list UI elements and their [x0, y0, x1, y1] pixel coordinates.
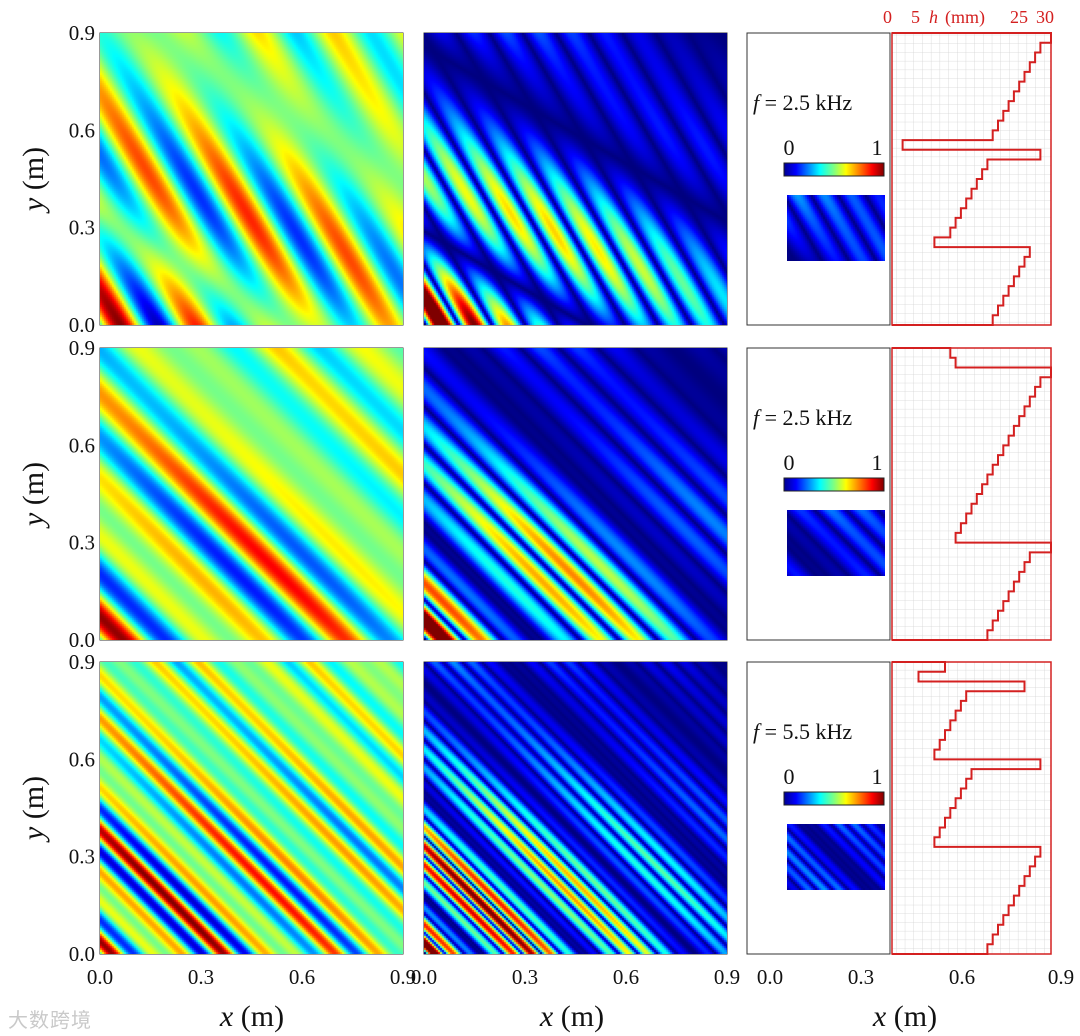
y-axis-var: y [17, 826, 50, 843]
y-tick-label: 0.9 [69, 21, 95, 45]
x-tick-label: 0.3 [848, 965, 874, 989]
y-tick-label: 0.9 [69, 336, 95, 360]
height-profile-line [892, 661, 1042, 955]
x-tick-label: 0.3 [512, 965, 538, 989]
y-tick-label: 0.0 [69, 628, 95, 652]
zoom-inset-heatmap [787, 824, 885, 890]
height-profile-line [892, 347, 1052, 641]
colorbar-max-label: 1 [872, 764, 883, 789]
x-axis-unit: (m) [233, 1000, 284, 1033]
zoom-inset-heatmap [787, 510, 885, 576]
inset-panel-frame [746, 32, 891, 326]
field-heatmap [100, 662, 403, 954]
colorbar-min-label: 0 [784, 135, 795, 160]
x-axis-label: x (m) [539, 1000, 604, 1033]
figure-row-2: 0.00.30.60.9y (m)−1145 (deg)01f = 2.5 kH… [17, 336, 1052, 652]
x-axis-unit: (m) [553, 1000, 604, 1033]
x-tick-label: 0.6 [289, 965, 315, 989]
x-tick-label: 0.6 [613, 965, 639, 989]
inset-colorbar [783, 162, 885, 177]
x-tick-label: 0.9 [390, 965, 416, 989]
height-tick-25: 25 [1010, 7, 1028, 27]
y-axis-var: y [17, 512, 50, 529]
inset-colorbar [783, 477, 885, 492]
y-tick-label: 0.9 [69, 650, 95, 674]
y-axis-label: y (m) [17, 462, 50, 529]
y-tick-label: 0.6 [69, 747, 95, 771]
x-tick-label: 0.0 [87, 965, 113, 989]
y-axis-label: y (m) [17, 776, 50, 843]
y-axis-var: y [17, 197, 50, 214]
height-axis-label: 0 5 h (mm) 25 30 [883, 7, 1054, 28]
colorbar-min-label: 0 [784, 450, 795, 475]
x-tick-label: 0.9 [714, 965, 740, 989]
colorbar-max-label: 1 [872, 135, 883, 160]
height-profile-line [892, 32, 1052, 326]
height-profile-frame [891, 347, 1052, 641]
frequency-var: f [753, 719, 762, 744]
frequency-value: = 2.5 kHz [759, 90, 852, 115]
intensity-heatmap [424, 348, 727, 640]
x-axis-var: x [539, 1000, 554, 1033]
inset-panel-frame [746, 347, 891, 641]
y-tick-label: 0.0 [69, 313, 95, 337]
field-heatmap [100, 33, 403, 325]
x-axis-var: x [872, 1000, 887, 1033]
height-tick-30: 30 [1036, 7, 1054, 27]
y-tick-label: 0.6 [69, 118, 95, 142]
y-axis-label: y (m) [17, 147, 50, 214]
colorbar-min-label: 0 [784, 764, 795, 789]
x-axis-unit: (m) [886, 1000, 937, 1033]
watermark: 大数跨境 [8, 1008, 92, 1032]
inset-panel-frame [746, 661, 891, 955]
frequency-var: f [753, 90, 762, 115]
frequency-label: f = 2.5 kHz [753, 90, 852, 115]
height-var: h [929, 7, 938, 27]
y-axis-unit: (m) [17, 462, 50, 513]
height-tick-5: 5 [911, 7, 920, 27]
y-tick-label: 0.3 [69, 845, 95, 869]
colorbar-max-label: 1 [872, 450, 883, 475]
y-tick-label: 0.3 [69, 531, 95, 555]
field-heatmap [100, 348, 403, 640]
inset-colorbar [783, 791, 885, 806]
y-tick-label: 0.0 [69, 942, 95, 966]
x-tick-label: 0.0 [757, 965, 783, 989]
x-tick-label: 0.9 [1048, 965, 1074, 989]
height-tick-0: 0 [883, 7, 892, 27]
x-axis-label: x (m) [219, 1000, 284, 1033]
intensity-heatmap [424, 33, 727, 325]
frequency-value: = 2.5 kHz [759, 405, 852, 430]
y-tick-label: 0.3 [69, 216, 95, 240]
frequency-label: f = 5.5 kHz [753, 719, 852, 744]
y-tick-label: 0.6 [69, 433, 95, 457]
x-tick-label: 0.6 [949, 965, 975, 989]
x-axis-var: x [219, 1000, 234, 1033]
x-tick-label: 0.0 [411, 965, 437, 989]
height-unit: (mm) [945, 7, 985, 28]
frequency-label: f = 2.5 kHz [753, 405, 852, 430]
height-profile-frame [891, 32, 1052, 326]
y-axis-unit: (m) [17, 776, 50, 827]
frequency-value: = 5.5 kHz [759, 719, 852, 744]
height-profile-frame [891, 661, 1052, 955]
x-axis-label: x (m) [872, 1000, 937, 1033]
frequency-var: f [753, 405, 762, 430]
y-axis-unit: (m) [17, 147, 50, 198]
zoom-inset-heatmap [787, 195, 885, 261]
x-tick-label: 0.3 [188, 965, 214, 989]
intensity-heatmap [424, 662, 727, 954]
